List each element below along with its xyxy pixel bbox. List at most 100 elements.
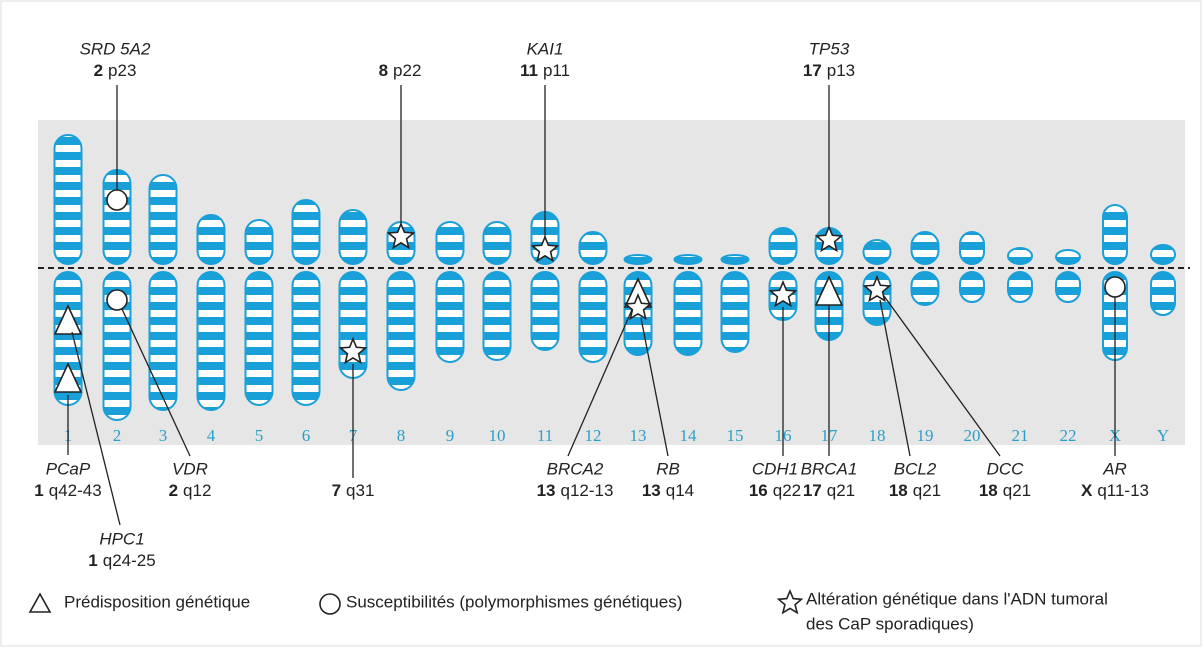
gene-locus: 18 q21	[979, 481, 1031, 500]
locus-chromosome: 1	[88, 551, 97, 570]
gene-name: TP53	[809, 39, 850, 58]
locus-band: q42-43	[49, 481, 102, 500]
gene-name: PCaP	[46, 459, 91, 478]
chromosome-q-arm	[482, 271, 512, 361]
alteration-marker	[530, 234, 560, 263]
chromosome-q-arm	[338, 271, 368, 379]
predisposition-marker	[53, 304, 83, 335]
chromosome-p-arm	[482, 221, 512, 265]
locus-chromosome: 2	[94, 61, 103, 80]
locus-band: q21	[1003, 481, 1031, 500]
chromosome-p-arm	[291, 199, 321, 265]
chromosome-q-arm	[148, 271, 178, 411]
chromosome-q-arm	[102, 271, 132, 421]
locus-band: p23	[108, 61, 136, 80]
leader-line	[121, 308, 191, 457]
predisposition-marker	[53, 362, 83, 393]
chromosome-q-arm	[959, 271, 985, 303]
susceptibility-marker	[106, 289, 128, 311]
gene-locus: 17 p13	[803, 61, 855, 80]
leader-line	[567, 304, 635, 457]
gene-locus: 13 q12-13	[537, 481, 614, 500]
chromosome-p-arm	[578, 231, 608, 265]
chromosome-label: 10	[489, 426, 506, 445]
locus-band: q24-25	[103, 551, 156, 570]
locus-chromosome: 13	[642, 481, 661, 500]
leader-line	[71, 331, 121, 526]
chromosome-q-arm	[196, 271, 226, 411]
chromosome-label: 19	[917, 426, 934, 445]
chromosome-q-arm	[1007, 271, 1033, 303]
gene-locus: 18 q21	[889, 481, 941, 500]
susceptibility-marker	[1104, 276, 1126, 298]
chromosome-p-arm	[53, 134, 83, 265]
legend: Prédisposition génétique Susceptibilités…	[28, 588, 1108, 633]
leader-line	[879, 299, 911, 457]
locus-band: q21	[827, 481, 855, 500]
legend-text: Susceptibilités (polymorphismes génétiqu…	[346, 592, 682, 611]
locus-band: p13	[827, 61, 855, 80]
chromosome-label: 20	[964, 426, 981, 445]
chromosome-q-arm	[435, 271, 465, 363]
chromosome-q-arm	[1055, 271, 1081, 303]
legend-text: Prédisposition génétique	[64, 592, 250, 611]
locus-chromosome: 1	[34, 481, 43, 500]
chromosome-p-arm	[244, 219, 274, 265]
chromosome-p-arm	[148, 174, 178, 265]
alteration-marker	[814, 224, 844, 253]
gene-locus: 2 p23	[94, 61, 137, 80]
chromosome-p-arm	[720, 254, 750, 265]
chromosome-label: 11	[537, 426, 553, 445]
chromosome-q-arm	[1150, 271, 1176, 316]
locus-chromosome: 16	[749, 481, 768, 500]
gene-name: BCL2	[894, 459, 937, 478]
gene-locus: 8 p22	[379, 61, 422, 80]
background-band	[38, 120, 1185, 445]
gene-locus: 17 q21	[803, 481, 855, 500]
leader-line	[640, 317, 669, 457]
locus-band: q22	[773, 481, 801, 500]
gene-locus: 11 p11	[520, 61, 570, 80]
alteration-marker	[623, 292, 653, 321]
chromosome-q-arm	[910, 271, 940, 306]
gene-locus: 1 q42-43	[34, 481, 101, 500]
susceptibility-marker	[106, 189, 128, 211]
locus-chromosome: 17	[803, 481, 822, 500]
chromosome-p-arm	[623, 254, 653, 265]
chromosome-label: 22	[1060, 426, 1077, 445]
chromosome-label: 3	[159, 426, 168, 445]
gene-name: KAI1	[527, 39, 564, 58]
gene-name: BRCA1	[801, 459, 858, 478]
chromosome-p-arm	[910, 231, 940, 265]
locus-band: q21	[913, 481, 941, 500]
locus-band: p11	[543, 61, 570, 80]
chromosome-q-arm	[244, 271, 274, 406]
alteration-marker	[768, 279, 798, 308]
gene-name: BRCA2	[547, 459, 604, 478]
locus-chromosome: 18	[979, 481, 998, 500]
chromosome-q-arm	[720, 271, 750, 353]
predisposition-marker	[814, 275, 844, 306]
chromosome-q-arm	[386, 271, 416, 391]
chromosome-label: 21	[1012, 426, 1029, 445]
gene-locus: 16 q22	[749, 481, 801, 500]
legend-text: des CaP sporadiques)	[806, 614, 974, 633]
chromosome-q-arm	[291, 271, 321, 406]
chromosome-p-arm	[1150, 244, 1176, 265]
alteration-marker	[338, 336, 368, 365]
gene-name: DCC	[987, 459, 1025, 478]
chromosome-label: 4	[207, 426, 216, 445]
chromosome-label: 15	[727, 426, 744, 445]
legend-text: Altération génétique dans l'ADN tumoral	[806, 589, 1108, 608]
legend-circle	[319, 593, 341, 615]
chromosome-p-arm	[768, 227, 798, 265]
legend-star	[776, 588, 804, 615]
locus-band: q12-13	[560, 481, 613, 500]
locus-chromosome: 13	[537, 481, 556, 500]
chromosome-label: 14	[680, 426, 698, 445]
locus-band: p22	[393, 61, 421, 80]
locus-band: q11-13	[1097, 481, 1149, 500]
locus-chromosome: 17	[803, 61, 822, 80]
